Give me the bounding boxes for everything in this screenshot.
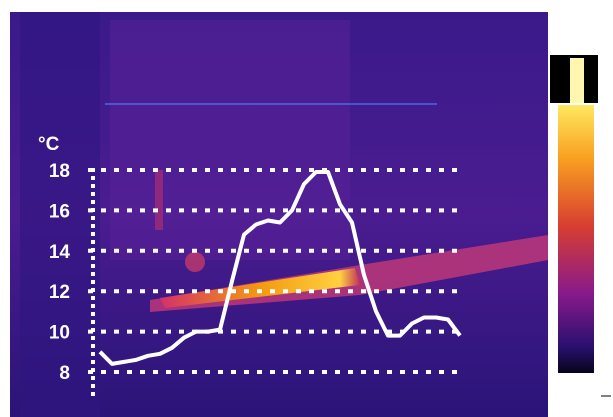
y-tick-label: 16 xyxy=(49,201,70,222)
y-tick-label: 14 xyxy=(49,242,71,263)
y-tick-label: 8 xyxy=(59,363,70,384)
color-scale xyxy=(550,55,611,396)
y-tick-label: 12 xyxy=(49,282,70,303)
y-tick-label: 18 xyxy=(49,161,70,182)
unit-label: °C xyxy=(38,134,60,155)
thermal-image xyxy=(10,12,548,417)
y-tick-label: 10 xyxy=(49,323,70,344)
thermal-chart: °C 8 10 12 14 16 18 xyxy=(0,0,613,417)
